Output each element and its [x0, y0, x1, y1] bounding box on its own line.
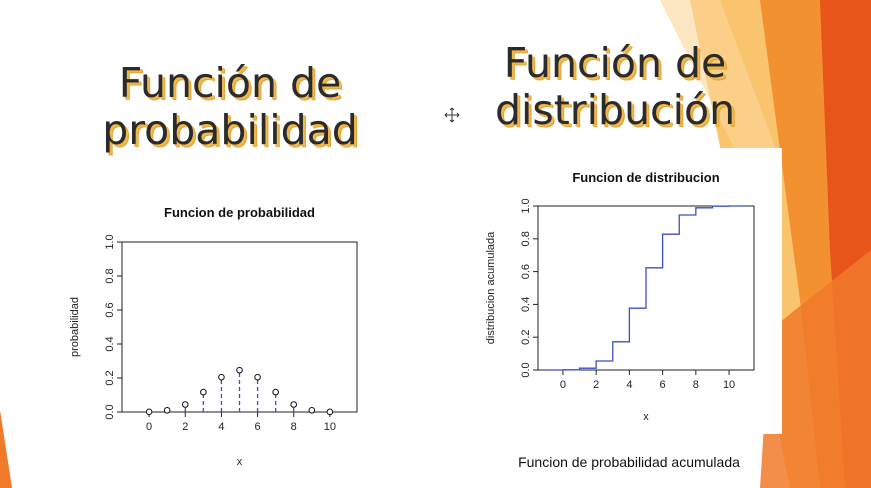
x-axis-label: x: [237, 456, 243, 468]
probability-point: [290, 401, 298, 408]
probability-point: [308, 407, 316, 414]
x-tick-label: 8: [693, 379, 699, 391]
y-tick-label: 0.6: [520, 264, 532, 279]
probability-point: [218, 373, 225, 381]
plot-frame: [121, 241, 358, 413]
title-funcion-de-distribucion: Función de distribución: [455, 40, 775, 134]
probability-point: [163, 407, 171, 414]
probability-point: [181, 401, 189, 408]
y-tick-label: 0.4: [520, 297, 532, 312]
x-tick-label: 6: [660, 379, 666, 391]
probability-point: [326, 408, 334, 416]
x-tick-label: 10: [723, 379, 735, 391]
distribution-chart: Funcion de distribucion 0.0 0.2 0.4 0.6 0.8 1.…: [485, 170, 755, 423]
title-right-line-2: distribución: [494, 86, 736, 134]
chart-caption: Funcion de probabilidad acumulada: [518, 454, 740, 470]
probability-point: [254, 373, 261, 381]
x-tick-label: 2: [182, 421, 188, 433]
y-tick-label: 0.8: [104, 268, 116, 283]
decoration-shape-bottom: [760, 250, 871, 488]
plot-frame: [537, 205, 755, 371]
chart-title: Funcion de probabilidad: [164, 205, 315, 220]
y-axis-label: probabilidad: [69, 297, 81, 357]
y-tick-label: 0.0: [104, 404, 116, 419]
y-tick-label: 0.6: [104, 302, 116, 317]
y-tick-label: 1.0: [520, 198, 532, 213]
x-tick-label: 4: [218, 421, 224, 433]
y-tick-label: 0.0: [520, 362, 532, 377]
probability-point: [236, 366, 243, 374]
y-tick-label: 0.2: [104, 370, 116, 385]
y-tick-label: 1.0: [104, 234, 116, 249]
y-tick-label: 0.2: [520, 330, 532, 345]
x-tick-label: 0: [146, 421, 152, 433]
title-funcion-de-probabilidad: Función de probabilidad: [60, 60, 400, 154]
x-tick-label: 4: [626, 379, 632, 391]
distribution-chart-panel: Funcion de distribucion 0.0 0.2 0.4 0.6 0.8 1.…: [476, 148, 782, 434]
decoration-shape-left: [0, 410, 12, 488]
probability-chart: Funcion de probabilidad 0.0 0.2 0.4 0.6 0.8 1.…: [69, 205, 358, 468]
probability-point: [200, 388, 207, 396]
chart-title: Funcion de distribucion: [572, 170, 719, 185]
title-right-line-1: Función de: [503, 39, 727, 87]
title-left-line-1: Función de: [118, 59, 342, 107]
cdf-step-line: [546, 205, 746, 371]
x-tick-label: 10: [324, 421, 336, 433]
y-tick-label: 0.8: [520, 231, 532, 246]
x-tick-label: 0: [560, 379, 566, 391]
move-cursor-icon: [444, 107, 460, 123]
probability-chart-panel: Funcion de probabilidad 0.0 0.2 0.4 0.6 0.8 1.…: [60, 195, 390, 470]
y-axis-label: distribucion acumulada: [485, 231, 497, 344]
x-tick-label: 6: [255, 421, 261, 433]
probability-point: [145, 408, 153, 416]
x-tick-label: 2: [593, 379, 599, 391]
y-tick-label: 0.4: [104, 336, 116, 351]
probability-point: [272, 388, 279, 396]
x-tick-label: 8: [291, 421, 297, 433]
x-axis-label: x: [643, 411, 649, 423]
title-left-line-2: probabilidad: [102, 106, 358, 154]
